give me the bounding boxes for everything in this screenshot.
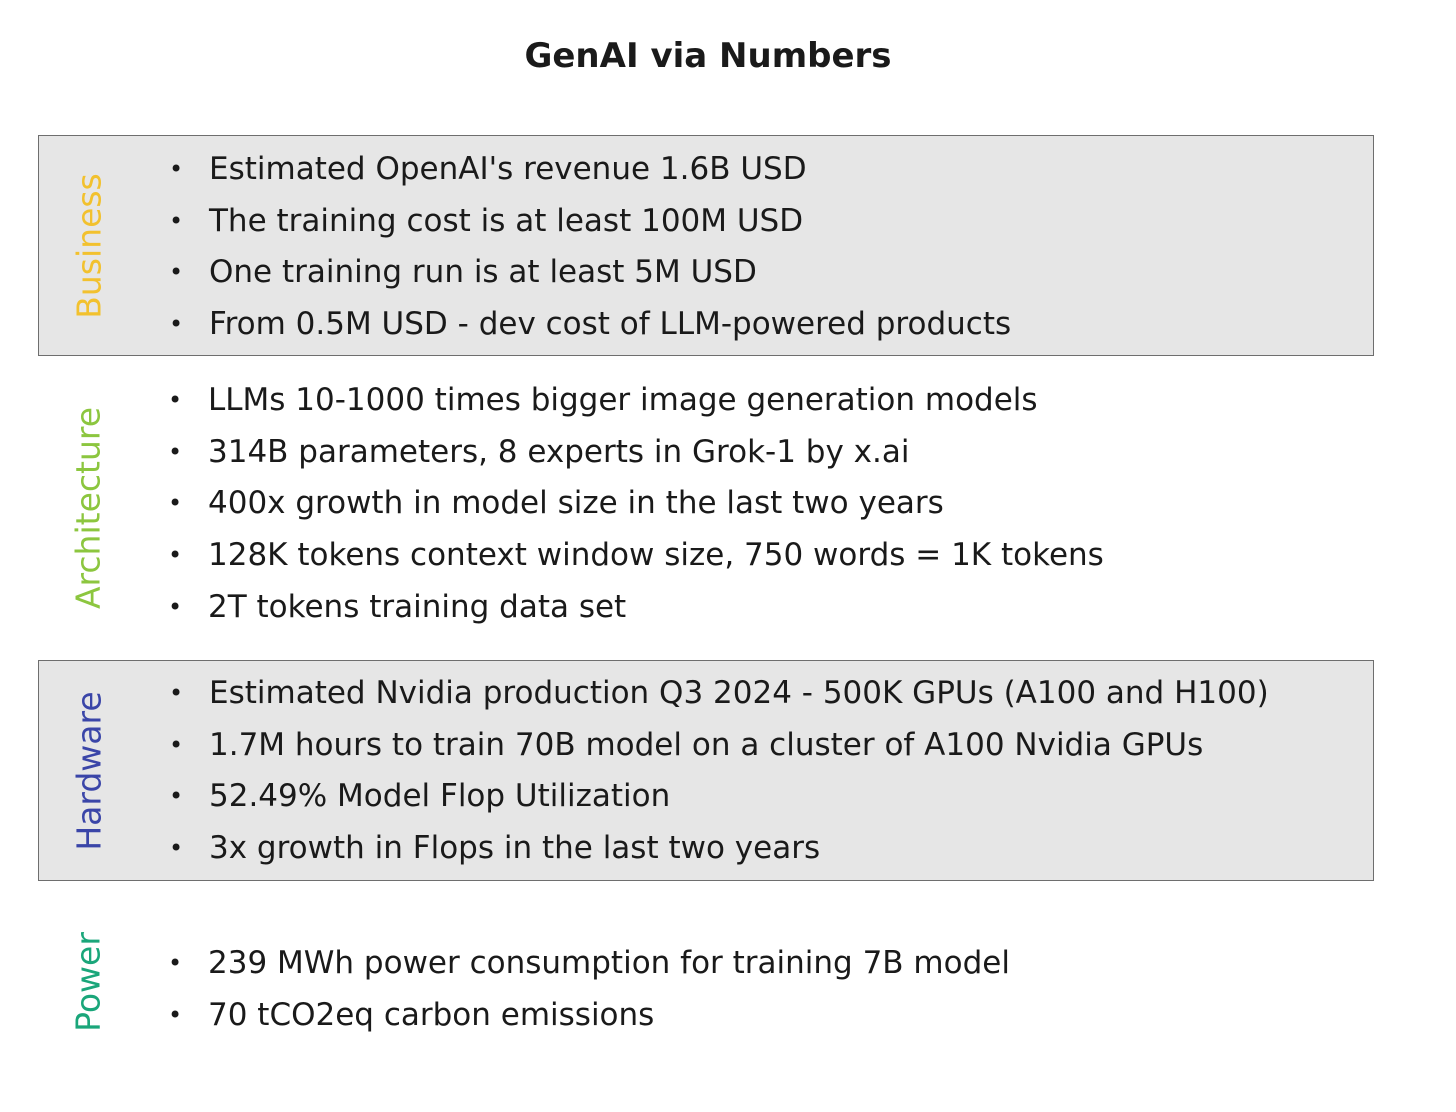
section-label-power: Power [68, 931, 108, 1032]
section-hardware: Hardware • Estimated Nvidia production Q3… [38, 660, 1374, 881]
section-label-architecture: Architecture [68, 406, 108, 610]
bullet-icon: • [169, 310, 184, 339]
section-label-hardware: Hardware [69, 690, 109, 851]
bullet-icon: • [169, 206, 184, 235]
bullet-icon: • [169, 782, 184, 811]
bullet-icon: • [169, 834, 184, 863]
bullet-icon: • [169, 730, 184, 759]
bullet-icon: • [168, 437, 183, 466]
bullet-icon: • [169, 258, 184, 287]
bullet-icon: • [168, 592, 183, 621]
bullet-icon: • [168, 386, 183, 414]
page-title: GenAI via Numbers [524, 36, 892, 76]
bullet-icon: • [168, 541, 183, 570]
section-business: Business • Estimated OpenAI's revenue 1.6… [38, 135, 1374, 356]
bullet-icon: • [169, 155, 184, 183]
bullet-icon: • [168, 1000, 183, 1029]
section-architecture: Architecture • LLMs 10-1000 times bigger … [38, 356, 1374, 660]
bullet-icon: • [168, 489, 183, 518]
section-power: Power • 239 MWh power consumption for tra… [38, 881, 1374, 1112]
bullet-icon: • [169, 679, 184, 707]
section-label-business: Business [69, 172, 109, 319]
bullet-icon: • [168, 949, 183, 977]
